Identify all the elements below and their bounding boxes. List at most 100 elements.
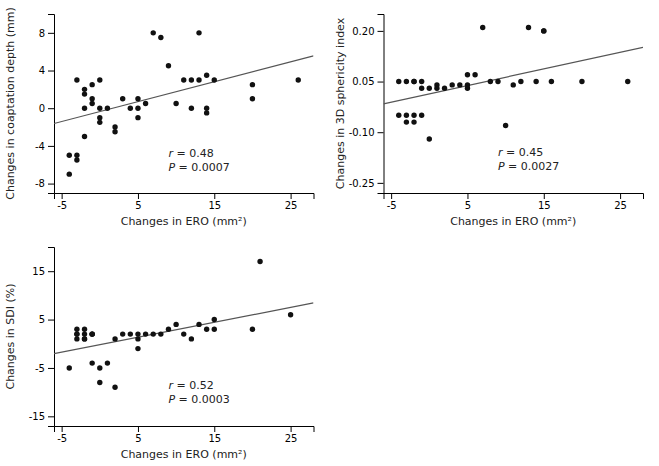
y-tick-label: 0.05 bbox=[352, 76, 374, 87]
y-tick: -0.10 bbox=[349, 127, 384, 138]
y-tick-mark bbox=[48, 33, 54, 34]
y-axis-line bbox=[378, 15, 385, 194]
x-tick: 5 bbox=[135, 426, 141, 444]
point bbox=[82, 106, 87, 111]
point bbox=[74, 331, 79, 336]
y-tick-mark bbox=[378, 31, 384, 32]
point bbox=[166, 63, 171, 68]
annotation: P = 0.0003 bbox=[168, 393, 229, 406]
point bbox=[449, 82, 454, 87]
point bbox=[541, 28, 546, 33]
y-tick-label: 0 bbox=[39, 103, 45, 114]
point bbox=[97, 77, 102, 82]
x-tick-label: 15 bbox=[208, 200, 221, 211]
x-tick: 15 bbox=[538, 193, 551, 211]
point bbox=[427, 86, 432, 91]
x-tick-mark bbox=[214, 193, 215, 199]
point bbox=[89, 82, 94, 87]
point bbox=[296, 77, 301, 82]
y-axis: -15-5515 bbox=[29, 248, 55, 427]
x-axis: -551525 bbox=[384, 193, 644, 211]
point bbox=[189, 77, 194, 82]
point bbox=[82, 327, 87, 332]
y-tick-mark bbox=[48, 184, 54, 185]
y-axis-label: Changes in SDI (%) bbox=[4, 283, 17, 389]
point bbox=[112, 124, 117, 129]
point bbox=[135, 331, 140, 336]
panel: -551525-15-5515r = 0.52P = 0.0003Changes… bbox=[4, 248, 314, 462]
annotation: r = 0.45 bbox=[498, 146, 543, 159]
panel: -551525-8-4048r = 0.48P = 0.0007Changes … bbox=[4, 7, 314, 228]
point bbox=[74, 331, 79, 336]
point bbox=[503, 123, 508, 128]
x-tick: 15 bbox=[208, 426, 221, 444]
y-tick-label: -4 bbox=[35, 141, 45, 152]
y-tick-label: -8 bbox=[35, 178, 45, 189]
x-tick-label: 15 bbox=[208, 433, 221, 444]
y-tick-label: 4 bbox=[39, 65, 45, 76]
y-tick: -4 bbox=[35, 141, 54, 152]
x-tick-label: 5 bbox=[465, 200, 471, 211]
trend-line bbox=[384, 47, 644, 104]
point bbox=[82, 336, 87, 341]
x-tick-mark bbox=[291, 193, 292, 199]
panel: -551525-0.25-0.100.050.20r = 0.45P = 0.0… bbox=[334, 15, 644, 229]
y-tick: 15 bbox=[32, 266, 54, 277]
y-tick-mark bbox=[48, 71, 54, 72]
y-tick-mark bbox=[48, 271, 54, 272]
point bbox=[204, 110, 209, 115]
y-tick-label: 0.20 bbox=[352, 26, 374, 37]
point bbox=[89, 331, 94, 336]
x-tick: 5 bbox=[135, 193, 141, 211]
point bbox=[67, 365, 72, 370]
point bbox=[404, 119, 409, 124]
point bbox=[173, 322, 178, 327]
point bbox=[97, 380, 102, 385]
x-tick-label: 25 bbox=[614, 200, 627, 211]
x-tick-mark bbox=[544, 193, 545, 199]
point bbox=[128, 106, 133, 111]
point bbox=[396, 113, 401, 118]
point bbox=[411, 113, 416, 118]
x-tick: 25 bbox=[614, 193, 627, 211]
plot-area bbox=[54, 259, 314, 390]
point bbox=[488, 79, 493, 84]
annotation-value: = 0.48 bbox=[173, 147, 214, 160]
x-tick-mark bbox=[291, 426, 292, 432]
y-axis-line bbox=[48, 15, 55, 194]
y-tick: 8 bbox=[39, 28, 54, 39]
point bbox=[472, 72, 477, 77]
point bbox=[442, 86, 447, 91]
point bbox=[97, 106, 102, 111]
x-tick: 15 bbox=[208, 193, 221, 211]
annotation-value: = 0.0003 bbox=[175, 393, 230, 406]
annotation-value: = 0.52 bbox=[173, 379, 214, 392]
point bbox=[158, 35, 163, 40]
point bbox=[212, 317, 217, 322]
plot-area bbox=[54, 30, 314, 177]
x-tick-mark bbox=[62, 193, 63, 199]
y-tick-label: -15 bbox=[29, 411, 45, 422]
y-tick-mark bbox=[48, 368, 54, 369]
point bbox=[82, 134, 87, 139]
y-tick: -5 bbox=[35, 363, 54, 374]
y-tick: -8 bbox=[35, 178, 54, 189]
y-tick-label: -0.10 bbox=[349, 127, 375, 138]
x-tick-label: 5 bbox=[135, 433, 141, 444]
chart-container: -551525-8-4048r = 0.48P = 0.0007Changes … bbox=[0, 0, 659, 466]
trend-line bbox=[54, 56, 314, 124]
point bbox=[97, 115, 102, 120]
x-tick: 5 bbox=[465, 193, 471, 211]
x-tick-mark bbox=[138, 193, 139, 199]
y-axis: -0.25 -0.10 0.05 0.20 bbox=[349, 15, 384, 194]
point bbox=[112, 129, 117, 134]
x-axis-label: Changes in ERO (mm²) bbox=[121, 448, 247, 461]
point bbox=[511, 82, 516, 87]
y-tick-label: -0.25 bbox=[349, 178, 375, 189]
point bbox=[257, 259, 262, 264]
y-axis-label: Changes in coaptation depth (mm) bbox=[4, 7, 17, 200]
x-tick: 25 bbox=[285, 426, 298, 444]
y-tick-mark bbox=[48, 108, 54, 109]
point bbox=[97, 120, 102, 125]
point bbox=[166, 327, 171, 332]
